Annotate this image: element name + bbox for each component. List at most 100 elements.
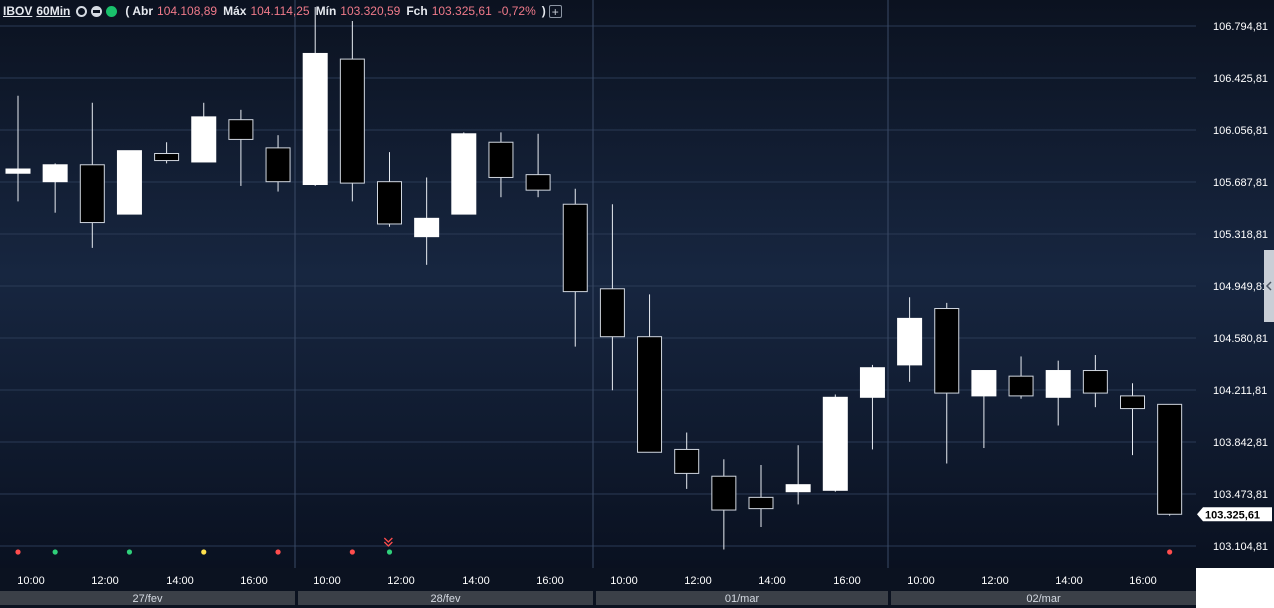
price-tick-label: 106.056,81: [1213, 125, 1268, 137]
last-price-marker: 103.325,61: [1197, 507, 1272, 522]
candle: [154, 142, 180, 164]
price-tick-label: 105.687,81: [1213, 177, 1268, 189]
day-label: 02/mar: [1026, 593, 1061, 605]
candle-body: [339, 58, 365, 184]
candle-body: [377, 181, 402, 225]
candle-body: [228, 119, 254, 140]
day-label: 01/mar: [725, 593, 760, 605]
candle: [674, 432, 700, 489]
candle: [1008, 356, 1034, 399]
price-tick-label: 106.425,81: [1213, 73, 1268, 85]
price-tick-label: 104.211,81: [1213, 385, 1267, 397]
candle: [451, 132, 477, 215]
candle-body: [488, 141, 514, 178]
candle-body: [674, 448, 700, 474]
last-price-label: 103.325,61: [1205, 509, 1260, 521]
candle: [1045, 360, 1071, 426]
candle: [339, 21, 365, 202]
axis-corner: [1196, 568, 1274, 608]
last-price-tag: [1197, 507, 1272, 522]
time-axis[interactable]: 10:00 12:00 14:00 16:00 10:00 12:00 14:00 16:00…: [0, 568, 1274, 608]
candle: [79, 102, 105, 248]
candle-body: [265, 147, 291, 183]
time-tick-label: 16:00: [833, 575, 861, 587]
time-tick-label: 16:00: [536, 575, 564, 587]
change-percent: -0,72%: [497, 4, 536, 18]
price-tick-label: 106.794,81: [1213, 21, 1268, 33]
time-tick-label: 14:00: [166, 575, 194, 587]
candle-body: [599, 288, 625, 338]
candles: [5, 6, 1183, 550]
candle: [116, 150, 142, 215]
price-tick-label: 103.473,81: [1213, 489, 1268, 501]
candle-body: [79, 164, 105, 224]
candle-body: [637, 336, 663, 453]
candle-body: [748, 496, 774, 510]
candle-body: [42, 164, 68, 183]
chevrons-down-icon: [383, 537, 393, 547]
candle: [1120, 383, 1145, 456]
candle-body: [562, 203, 588, 293]
minus-icon[interactable]: [91, 5, 103, 17]
candle-body: [1120, 395, 1145, 410]
symbol-label[interactable]: IBOV: [3, 4, 33, 18]
candle: [562, 188, 588, 347]
price-tick-label: 103.842,81: [1213, 437, 1268, 449]
chevron-left-icon[interactable]: [1265, 281, 1272, 291]
time-tick-label: 12:00: [387, 575, 415, 587]
candle: [191, 102, 217, 163]
candle: [377, 152, 402, 227]
time-tick-label: 16:00: [240, 575, 268, 587]
candle-body: [859, 367, 885, 398]
signal-dots: [15, 537, 1173, 555]
status-dot-icon: [106, 5, 118, 17]
close-value: 103.325,61: [431, 4, 492, 18]
candle-body: [525, 174, 551, 191]
side-panel-toggle-bg[interactable]: [1264, 250, 1274, 322]
candle: [5, 95, 31, 202]
low-label: Mín: [315, 4, 337, 18]
day-label: 27/fev: [133, 593, 163, 605]
candle-body: [822, 396, 848, 491]
price-tick-label: 105.318,81: [1213, 229, 1268, 241]
candle: [488, 132, 514, 198]
candle: [822, 394, 848, 492]
side-panel-toggle[interactable]: [1264, 250, 1274, 322]
time-tick-label: 10:00: [907, 575, 935, 587]
timeframe-label[interactable]: 60Min: [36, 4, 71, 18]
day-band: [0, 591, 295, 605]
signal-dot: [15, 549, 21, 555]
candle: [711, 459, 737, 550]
ohlc-open-paren: (: [125, 4, 130, 18]
chart-legend: IBOV 60Min ( Abr 104.108,89 Máx 104.114,…: [3, 3, 562, 19]
day-separators: [294, 0, 889, 568]
candle: [302, 6, 328, 186]
signal-dot: [126, 549, 133, 555]
candle-body: [785, 484, 811, 493]
gear-icon[interactable]: [76, 5, 88, 17]
candle-body: [1008, 375, 1034, 397]
time-tick-label: 14:00: [462, 575, 490, 587]
time-tick-label: 16:00: [1129, 575, 1157, 587]
add-icon[interactable]: +: [548, 4, 562, 18]
candle: [599, 204, 625, 391]
open-label: Abr: [132, 4, 154, 18]
ohlc-close-paren: ): [541, 4, 546, 18]
low-value: 103.320,59: [340, 4, 401, 18]
candle: [785, 445, 811, 505]
time-tick-label: 12:00: [684, 575, 712, 587]
candle: [265, 135, 291, 192]
high-label: Máx: [223, 4, 247, 18]
signal-dot: [1167, 549, 1173, 555]
candle: [637, 294, 663, 453]
open-value: 104.108,89: [157, 4, 218, 18]
signal-dot: [386, 549, 393, 555]
candle: [859, 364, 885, 450]
day-band: [596, 591, 888, 605]
candle-body: [154, 153, 180, 162]
time-tick-label: 10:00: [610, 575, 638, 587]
time-tick-label: 10:00: [313, 575, 341, 587]
price-axis[interactable]: 106.794,81 106.425,81 106.056,81 105.687,81…: [1213, 21, 1268, 553]
